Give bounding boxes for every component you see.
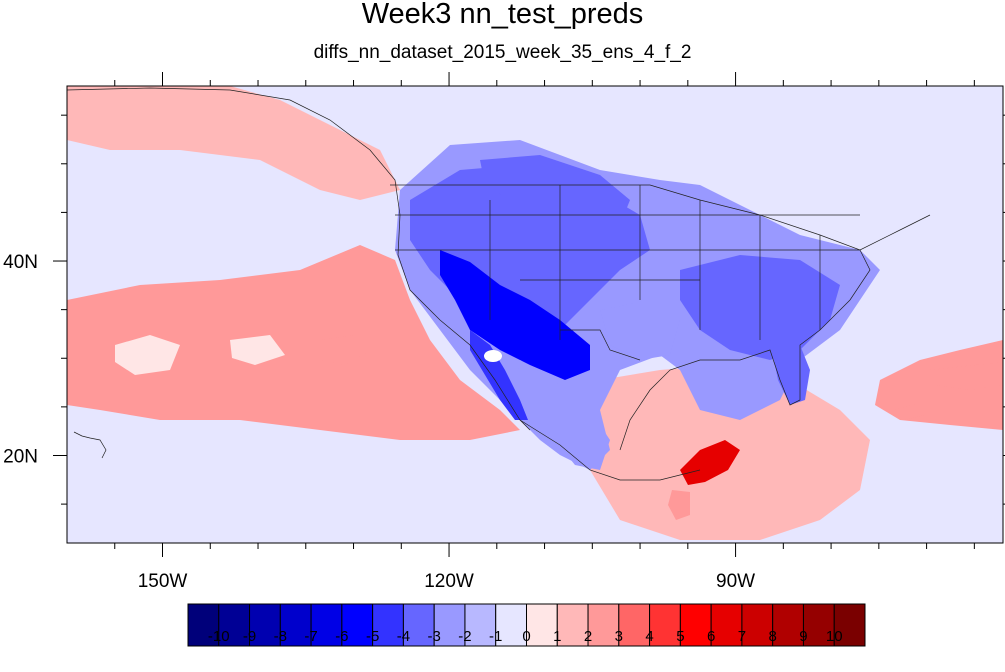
colorbar-swatch <box>218 603 251 647</box>
region-pacific-light-patch <box>230 335 285 365</box>
colorbar-swatch <box>710 603 743 647</box>
colorbar-tick-label: 3 <box>614 628 623 645</box>
map-tick-labels: 150W 120W 90W 40N 20N <box>3 252 755 592</box>
y-tick-label: 40N <box>3 252 38 273</box>
colorbar-tick-label: 5 <box>676 628 685 645</box>
colorbar-swatch <box>402 603 435 647</box>
y-tick-label: 20N <box>3 446 38 467</box>
colorbar-swatch <box>802 603 835 647</box>
colorbar-tick-label: 0 <box>522 628 531 645</box>
colorbar-swatch <box>526 603 558 647</box>
region-northern-plains-cold <box>480 155 630 225</box>
colorbar-swatch <box>341 603 374 647</box>
region-pacific-warm-core <box>320 335 368 365</box>
colorbar-tick-label: -7 <box>304 628 318 645</box>
region-baja-zero <box>484 350 502 362</box>
colorbar-swatch <box>433 603 466 647</box>
map-ticks <box>53 72 1005 557</box>
colorbar <box>187 603 866 647</box>
colorbar-tick-label: 1 <box>553 628 562 645</box>
colorbar-tick-label: -1 <box>489 628 503 645</box>
colorbar-swatch <box>187 603 220 647</box>
colorbar-tick-label: 4 <box>645 628 654 645</box>
region-central-america-warm-light <box>668 490 690 520</box>
page-title: Week3 nn_test_preds <box>361 0 644 30</box>
coastlines <box>67 87 931 481</box>
colorbar-swatch <box>618 603 651 647</box>
region-mexico-cold <box>515 360 610 470</box>
region-pacific-warm-band <box>67 245 520 440</box>
region-texas-cold <box>600 300 680 360</box>
colorbar-tick-label: -3 <box>427 628 441 645</box>
region-central-america-warm-anomaly <box>680 440 740 485</box>
colorbar-swatch <box>833 603 866 647</box>
colorbar-tick-label: -2 <box>458 628 472 645</box>
colorbar-tick-label: 6 <box>706 628 716 645</box>
colorbar-swatch <box>772 603 804 647</box>
colorbar-swatch <box>372 603 404 647</box>
colorbar-swatch <box>587 603 620 647</box>
colorbar-swatch <box>649 603 681 647</box>
colorbar-tick-label: -5 <box>365 628 380 645</box>
colorbar-tick-label: 10 <box>825 628 843 645</box>
region-pacific-light-patch <box>115 335 180 375</box>
x-tick-label: 150W <box>138 571 188 592</box>
colorbar-tick-label: -4 <box>396 628 411 645</box>
region-southwest-core-cold <box>440 250 590 380</box>
colorbar-swatch <box>679 603 712 647</box>
x-tick-label: 90W <box>716 571 755 592</box>
x-tick-label: 120W <box>424 571 474 592</box>
colorbar-tick-label: -10 <box>207 628 230 645</box>
colorbar-swatch <box>556 603 589 647</box>
region-atlantic-warm-core <box>930 362 1003 390</box>
colorbar-tick-label: 8 <box>768 628 777 645</box>
colorbar-tick-label: -8 <box>273 628 287 645</box>
colorbar-swatch <box>279 603 312 647</box>
region-baja-cold <box>470 330 528 420</box>
colorbar-tick-label: 2 <box>583 628 593 645</box>
colorbar-swatch <box>741 603 774 647</box>
colorbar-tick-label: 7 <box>737 628 747 645</box>
page-subtitle: diffs_nn_dataset_2015_week_35_ens_4_f_2 <box>313 42 692 63</box>
map-frame <box>66 85 1004 544</box>
region-atlantic-warm-core <box>893 404 925 420</box>
colorbar-swatch <box>249 603 281 647</box>
colorbar-tick-label: -6 <box>335 628 349 645</box>
colorbar-tick-label: 9 <box>799 628 808 645</box>
region-pacific-north-warm <box>67 86 400 200</box>
colorbar-tick-label: -9 <box>242 628 257 645</box>
